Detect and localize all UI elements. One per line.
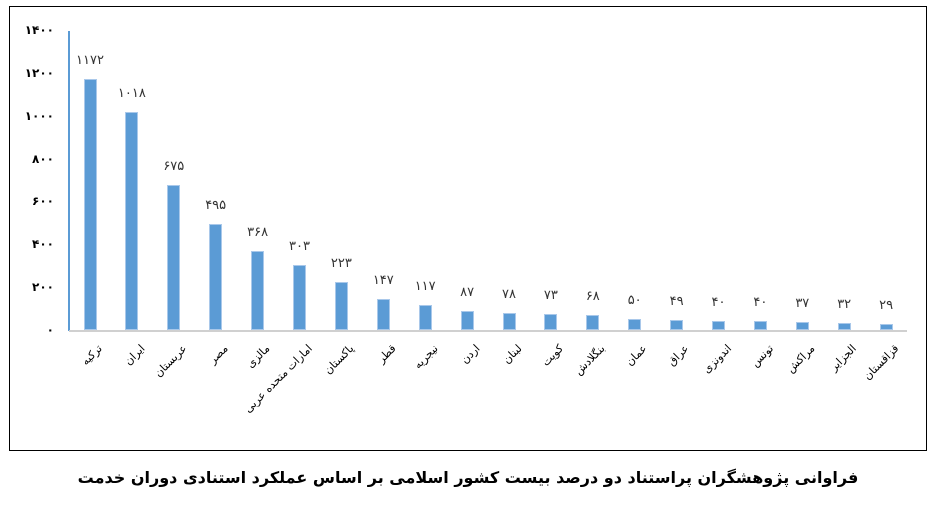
bar-value-label: ۱۱۷ [414, 278, 436, 294]
bar [837, 323, 851, 330]
x-category-label: ایران [121, 342, 148, 368]
x-category-label: بنگلادش [572, 342, 609, 378]
bar-value-label: ۴۰ [753, 295, 768, 311]
y-tick-label: ۴۰۰ [32, 237, 54, 252]
bar [293, 265, 306, 330]
bar [167, 185, 181, 330]
bar [879, 323, 893, 330]
bar-value-label: ۱۴۷ [372, 272, 394, 288]
x-category-label: کویت [539, 342, 567, 369]
bar [83, 78, 97, 330]
bar-value-label: ۷۸ [502, 287, 516, 303]
x-category-label: قزاقستان [860, 342, 902, 383]
bar [586, 315, 600, 330]
x-category-label: مصر [206, 342, 231, 367]
x-category-label: پاکستان [321, 342, 357, 377]
x-category-label: قطر [374, 342, 399, 366]
bar-value-label: ۲۹ [879, 297, 894, 313]
x-category-label: عربستان [151, 342, 190, 380]
chart-frame [9, 6, 927, 451]
x-category-label: عمان [623, 342, 650, 369]
y-tick-label: ۲۰۰ [32, 280, 54, 295]
bar [334, 282, 348, 330]
bar [544, 314, 558, 330]
bar [670, 319, 684, 330]
bar-value-label: ۵۰ [627, 293, 642, 309]
y-axis-line [68, 31, 70, 331]
bar [753, 321, 767, 330]
x-category-label: مالزی [244, 342, 273, 371]
y-tick-label: ۱۲۰۰ [24, 65, 54, 80]
x-axis-line [69, 330, 907, 332]
bar [628, 319, 642, 330]
bar-value-label: ۱۱۷۲ [76, 52, 104, 68]
bar [125, 111, 139, 330]
chart-caption: فراوانی پژوهشگران پراستناد دو درصد بیست … [77, 468, 859, 487]
x-category-label: لبنان [499, 342, 525, 367]
bar-value-label: ۴۰ [711, 295, 726, 311]
x-category-label: ترکیه [79, 342, 106, 368]
y-tick-label: ۰ [46, 323, 54, 337]
bar [460, 311, 474, 330]
bar-value-label: ۴۹ [669, 293, 684, 309]
bar-value-label: ۲۲۳ [330, 256, 352, 272]
bar-value-label: ۳۶۸ [247, 225, 269, 241]
y-tick-label: ۱۰۰۰ [24, 108, 54, 123]
x-category-label: الجزایر [827, 342, 860, 374]
y-tick-label: ۶۰۰ [32, 194, 54, 209]
bar-value-label: ۳۰۳ [289, 239, 310, 255]
bar [376, 298, 390, 330]
bar [795, 322, 809, 330]
bar-value-label: ۶۸ [585, 289, 600, 305]
bar-value-label: ۴۹۵ [205, 197, 227, 213]
bar-value-label: ۳۷ [795, 296, 810, 312]
x-category-label: عراق [665, 342, 692, 369]
bar-value-label: ۱۰۱۸ [117, 85, 146, 101]
y-tick-label: ۱۴۰۰ [24, 23, 54, 37]
bar-chart: ۰ ۲۰۰ ۴۰۰ ۶۰۰ ۸۰۰ ۱۰۰۰ ۱۲۰۰ ۱۴۰۰ ۱۱۷۲ ترکیه ۱۰۱۸ ای… [24, 23, 907, 415]
x-category-label: اندونزی [699, 342, 734, 376]
bar [209, 223, 223, 330]
bar-value-label: ۸۷ [460, 285, 475, 301]
bar [712, 321, 725, 330]
bar-value-label: ۷۳ [543, 288, 558, 304]
bar [251, 251, 265, 330]
y-tick-label: ۸۰۰ [32, 151, 54, 166]
x-category-label: مراکش [784, 342, 818, 376]
x-category-label: تونس [748, 342, 776, 370]
bar-value-label: ۶۷۵ [163, 159, 185, 175]
bar [502, 313, 516, 330]
bar-value-label: ۳۲ [837, 297, 852, 313]
x-category-label: نیجریه [411, 342, 441, 372]
bar [418, 304, 432, 330]
x-category-label: اردن [458, 342, 483, 367]
